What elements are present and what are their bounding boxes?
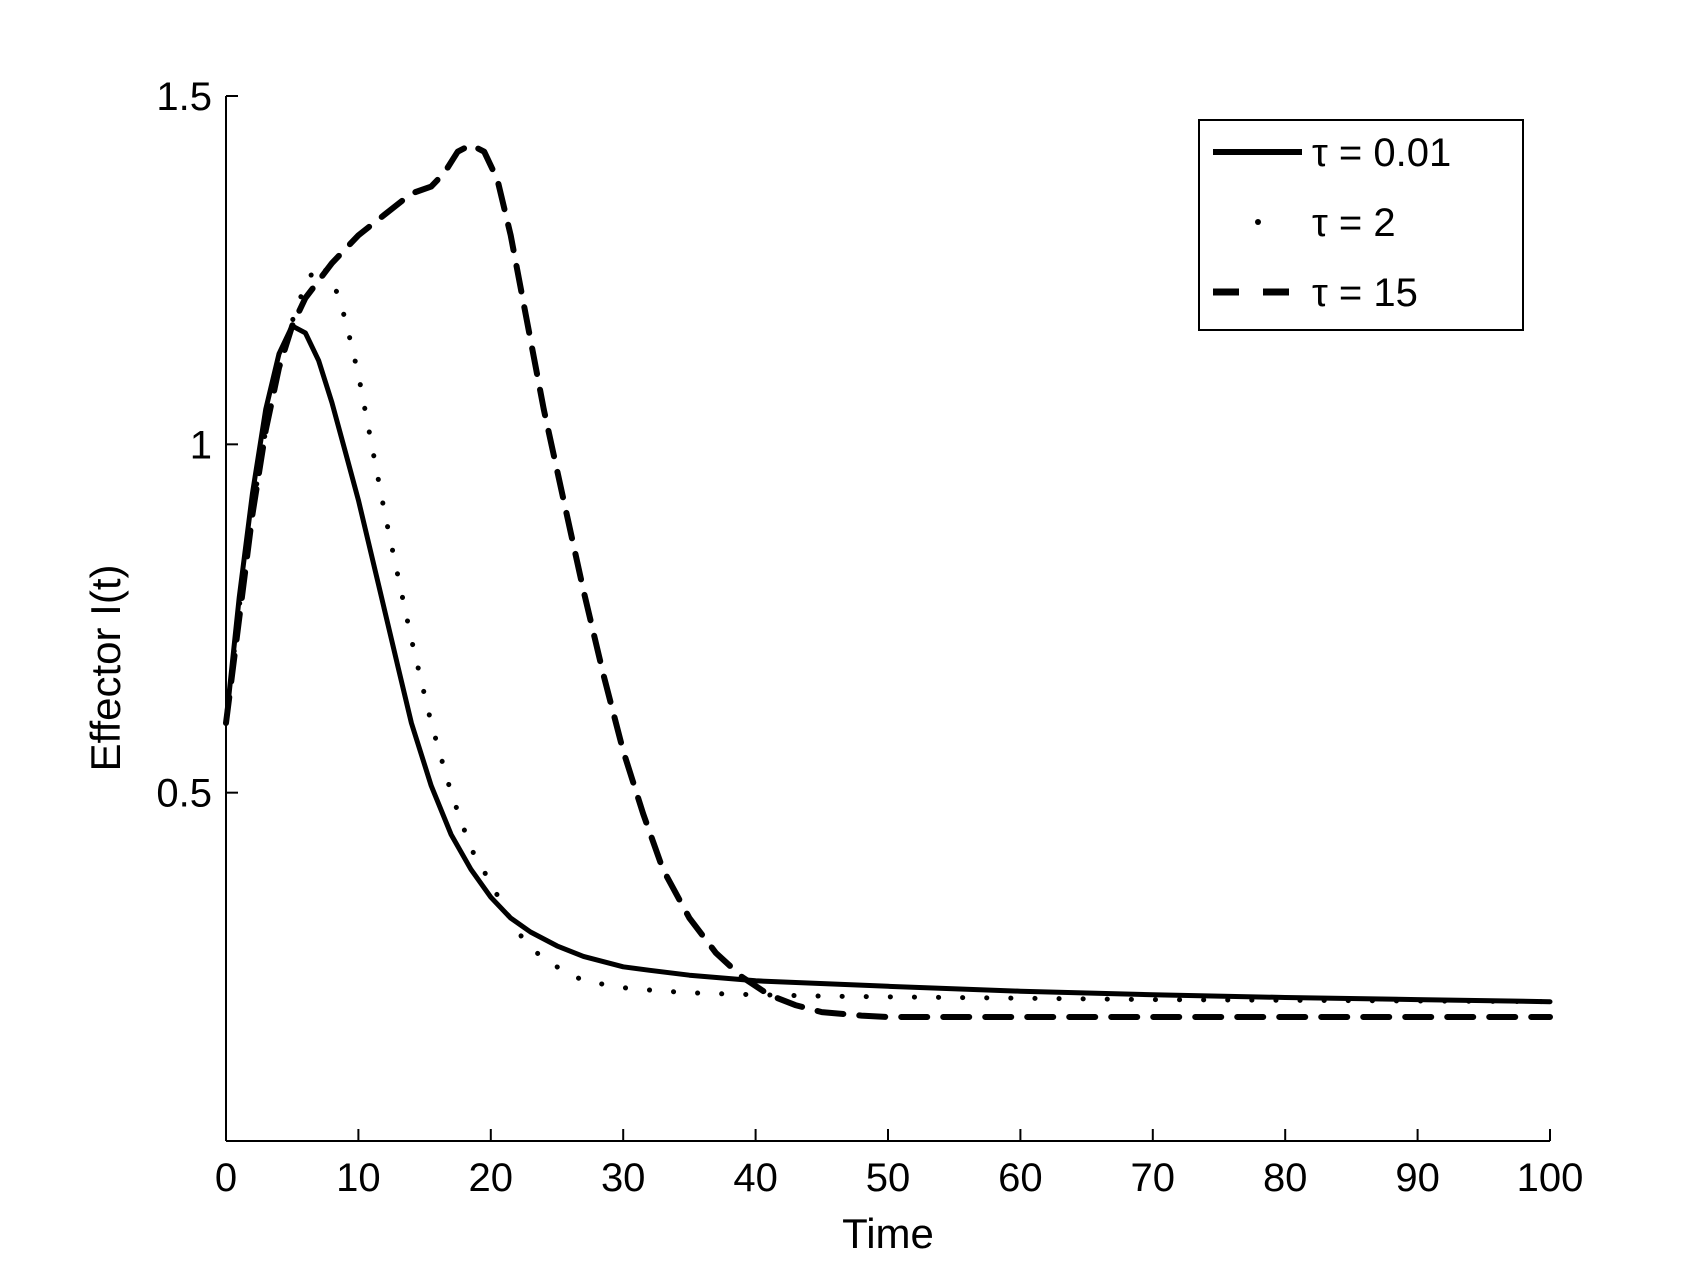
x-tick-label: 10: [336, 1156, 381, 1200]
y-tick-label: 1.5: [156, 75, 212, 119]
legend-label-1: τ = 2: [1312, 201, 1396, 245]
series-line-2: [223, 141, 1553, 1020]
legend: τ = 0.01 τ = 2 τ = 15: [1198, 119, 1524, 331]
legend-label-2: τ = 15: [1312, 271, 1418, 315]
x-tick-label: 20: [469, 1156, 514, 1200]
x-tick-label: 80: [1263, 1156, 1308, 1200]
x-tick-label: 90: [1395, 1156, 1440, 1200]
x-tick-label: 0: [215, 1156, 237, 1200]
y-tick-label: 1: [190, 423, 212, 467]
x-tick-label: 100: [1517, 1156, 1584, 1200]
x-tick-label: 50: [866, 1156, 911, 1200]
legend-label-0: τ = 0.01: [1312, 131, 1451, 175]
series-line-0: [223, 323, 1553, 1005]
x-tick-label: 30: [601, 1156, 646, 1200]
x-tick-label: 60: [998, 1156, 1043, 1200]
legend-swatch-1: [1255, 219, 1261, 225]
y-axis-label: Effector I(t): [82, 565, 129, 772]
x-tick-label: 70: [1131, 1156, 1176, 1200]
axes: 0 10 20 30 40 50 60 70 80 90 100 0.5 1 1.5: [156, 75, 1583, 1200]
y-tick-label: 0.5: [156, 772, 212, 816]
plot-lines: [223, 141, 1553, 1020]
x-tick-label: 40: [733, 1156, 778, 1200]
x-axis-label: Time: [842, 1210, 934, 1257]
series-line-1: [223, 260, 1553, 1005]
